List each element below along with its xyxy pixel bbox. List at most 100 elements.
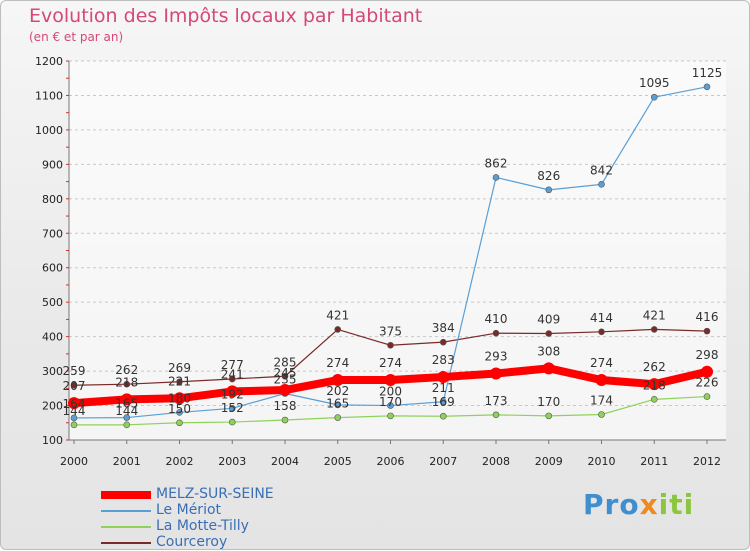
legend-swatch — [101, 510, 151, 512]
logo-part-1: Pro — [583, 488, 640, 521]
data-point — [701, 365, 713, 378]
data-point — [123, 421, 131, 429]
data-point — [384, 374, 397, 387]
data-point — [70, 381, 78, 389]
legend-label: Le Mériot — [156, 502, 222, 518]
data-point — [650, 326, 658, 333]
data-label: 262 — [643, 360, 666, 374]
data-point — [68, 397, 80, 410]
data-label: 192 — [221, 387, 244, 401]
data-point — [703, 83, 711, 91]
data-point — [598, 181, 605, 188]
data-point — [228, 418, 236, 426]
data-label: 170 — [379, 395, 402, 409]
data-label: 1125 — [692, 66, 723, 80]
data-label: 180 — [168, 391, 191, 405]
y-tick-label: 1100 — [35, 89, 63, 102]
data-label: 421 — [326, 308, 349, 322]
y-tick-label: 1200 — [35, 55, 63, 68]
data-label: 211 — [432, 381, 455, 395]
data-point — [703, 327, 711, 335]
data-label: 262 — [115, 363, 138, 377]
data-point — [703, 393, 711, 400]
data-label: 298 — [696, 348, 719, 362]
data-point — [492, 411, 500, 419]
data-point — [176, 409, 183, 416]
chart-title: Evolution des Impôts locaux par Habitant — [29, 5, 423, 27]
data-point — [542, 362, 555, 375]
data-label: 421 — [643, 308, 666, 322]
data-point — [387, 402, 394, 409]
data-point — [648, 378, 661, 391]
y-tick-label: 300 — [42, 365, 63, 378]
y-tick-label: 400 — [42, 331, 63, 344]
data-point — [281, 372, 289, 380]
data-label: 164 — [63, 397, 86, 411]
data-point — [228, 375, 236, 383]
data-point — [387, 341, 394, 349]
data-point — [598, 411, 605, 418]
data-point — [123, 414, 131, 421]
data-label: 169 — [432, 395, 455, 409]
data-label: 410 — [485, 312, 508, 326]
x-tick-label: 2012 — [693, 455, 721, 468]
data-label: 174 — [590, 394, 613, 408]
legend-label: MELZ-SUR-SEINE — [156, 486, 274, 502]
chart-subtitle: (en € et par an) — [29, 30, 124, 44]
data-point — [176, 378, 183, 386]
data-label: 152 — [221, 401, 244, 415]
data-point — [490, 367, 502, 380]
data-point — [439, 398, 447, 406]
data-point — [226, 385, 239, 398]
x-tick-label: 2003 — [218, 455, 246, 468]
legend-swatch — [101, 542, 151, 544]
data-label: 170 — [537, 395, 560, 409]
x-tick-label: 2007 — [429, 455, 457, 468]
data-label: 1095 — [639, 76, 670, 90]
data-label: 269 — [168, 361, 191, 375]
data-label: 293 — [485, 350, 508, 364]
data-point — [598, 328, 605, 336]
data-label: 862 — [485, 156, 508, 170]
y-tick-label: 600 — [42, 262, 63, 275]
data-label: 285 — [274, 355, 297, 369]
data-label: 200 — [379, 385, 402, 399]
data-label: 308 — [537, 344, 560, 358]
data-label: 283 — [432, 353, 455, 367]
data-label: 274 — [379, 356, 402, 370]
data-label: 150 — [168, 402, 191, 416]
data-point — [650, 93, 658, 101]
data-label: 384 — [432, 321, 455, 335]
data-label: 207 — [63, 379, 86, 393]
data-label: 375 — [379, 324, 402, 338]
y-tick-label: 900 — [42, 158, 63, 171]
y-tick-label: 500 — [42, 296, 63, 309]
logo-part-2: x — [639, 488, 659, 521]
data-label: 202 — [326, 384, 349, 398]
data-point — [492, 174, 500, 181]
data-point — [123, 380, 131, 388]
data-label: 235 — [274, 372, 297, 386]
data-label: 165 — [115, 397, 138, 411]
data-point — [439, 412, 447, 420]
data-label: 241 — [221, 367, 244, 381]
data-label: 409 — [537, 313, 560, 327]
data-label: 144 — [115, 404, 138, 418]
data-label: 218 — [643, 378, 666, 392]
x-tick-label: 2004 — [271, 455, 299, 468]
data-label: 165 — [326, 397, 349, 411]
x-tick-label: 2010 — [588, 455, 616, 468]
data-point — [334, 414, 342, 421]
data-point — [545, 186, 553, 194]
x-tick-label: 2002 — [166, 455, 194, 468]
legend-swatch — [101, 491, 151, 499]
data-label: 259 — [63, 364, 86, 378]
data-label: 416 — [696, 310, 719, 324]
y-tick-label: 1000 — [35, 124, 63, 137]
data-point — [279, 384, 291, 397]
y-tick-label: 100 — [42, 434, 63, 447]
data-label: 158 — [274, 399, 297, 413]
data-point — [545, 330, 553, 337]
